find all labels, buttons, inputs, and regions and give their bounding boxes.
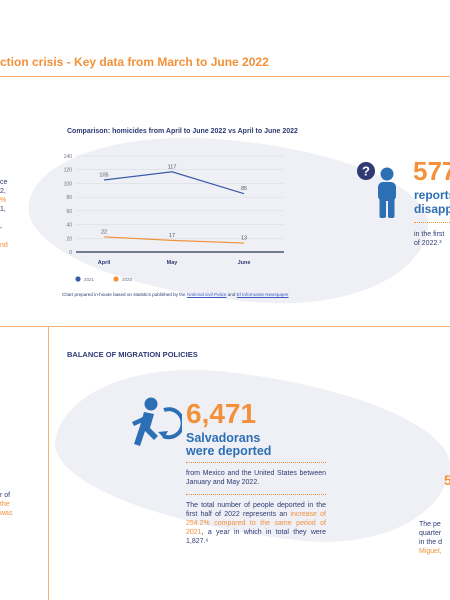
increase-highlight: increase of 254.2% compared to the same … [186,511,327,536]
y-tick-label: 140 [64,154,73,160]
column-divider [48,326,49,600]
deported-paragraph: The total number of people deported in t… [186,502,327,545]
right-bottom-digit: 5 [444,472,450,488]
legend-swatch [113,276,119,282]
title-underline [0,76,450,77]
y-tick-label: 100 [64,181,73,187]
right-bottom-text: The pe quarter in the d Miguel, [419,521,442,555]
data-label: 22 [101,229,107,235]
y-tick-label: 60 [66,209,72,215]
deported-person-icon [132,397,182,446]
person-question-icon: ? [357,162,396,218]
x-tick-label: June [238,260,251,266]
y-tick-label: 120 [64,168,73,174]
deported-number: 6,471 [186,398,257,429]
y-tick-label: 80 [66,195,72,201]
homicides-line-chart: 0 20 40 60 80 100 120 140 April May June 105 117 85 20… [64,154,284,282]
data-label: 85 [241,186,247,192]
section-heading: BALANCE OF MIGRATION POLICIES [67,350,198,359]
left-frag: % [0,197,7,204]
x-tick-label: May [167,260,179,266]
left-frag: 1, [0,206,6,213]
left-fragments-top: ce 2, % 1, - nd [0,178,8,250]
series-line-2021 [103,171,245,195]
el-informante-link[interactable]: El Informante Newspaper [236,292,289,297]
data-label: 13 [241,236,247,242]
y-tick-label: 0 [69,250,72,256]
deported-label-1: Salvadorans [186,431,261,445]
dotted-separator [414,222,450,223]
disappearances-desc-1: in the first [414,231,445,238]
left-frag: 2, [0,188,6,195]
disappearances-number: 577 [413,156,450,186]
disappearances-desc-2: of 2022.³ [414,240,442,247]
left-fragments-bottom: r of the was [0,491,12,518]
deported-label-2: were deported [186,444,272,458]
y-tick-label: 20 [66,236,72,242]
dotted-separator [186,494,326,495]
left-frag: the [0,501,10,508]
national-civil-police-link[interactable]: National civil Police [186,292,227,297]
disappearances-label-1: reports [414,188,450,202]
chart-source-note: Chart prepared in-house based on statist… [62,292,289,297]
data-label: 105 [99,173,108,179]
left-frag: r of [0,492,11,499]
y-tick-label: 40 [66,223,72,229]
data-label: 17 [169,233,175,239]
left-frag: ce [0,179,8,186]
series-line-2022 [103,236,245,244]
deported-desc: from Mexico and the United States betwee… [186,470,326,486]
legend-swatch [75,276,81,282]
page-title: ction crisis - Key data from March to Ju… [0,55,269,69]
left-frag: nd [0,242,8,249]
left-frag: was [0,510,13,517]
x-tick-label: April [98,260,111,266]
dotted-separator [186,462,326,463]
chart-title: Comparison: homicides from April to June… [67,128,298,135]
svg-text:?: ? [362,164,370,179]
disappearances-label-2: disapp [414,202,450,216]
legend-label: 2022 [122,277,133,282]
data-label: 117 [168,164,177,170]
legend-label: 2021 [84,277,95,282]
section-divider [0,326,450,327]
left-frag: - [0,225,3,232]
